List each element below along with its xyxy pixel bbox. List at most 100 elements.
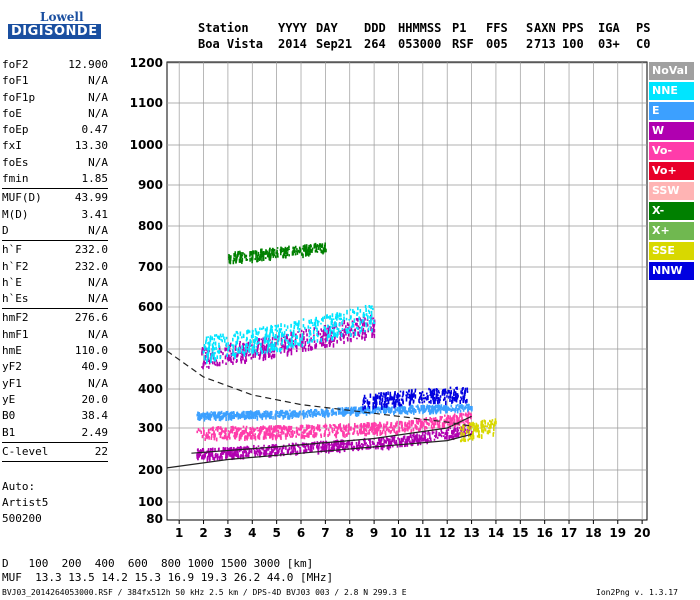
trace-point [346, 330, 348, 334]
trace-point [378, 425, 381, 429]
trace-point [343, 340, 345, 345]
trace-point [331, 330, 333, 334]
trace-point [361, 323, 364, 327]
trace-point [447, 420, 450, 423]
trace-point [378, 406, 380, 411]
trace-point [218, 342, 220, 345]
trace-point [237, 250, 240, 256]
trace-point [230, 358, 232, 362]
trace-point [258, 355, 261, 359]
trace-point [472, 423, 474, 428]
trace-point [239, 256, 242, 259]
trace-point [432, 392, 435, 397]
trace-point [207, 341, 210, 345]
trace-point [458, 406, 460, 411]
trace-point [217, 426, 219, 430]
trace-point [317, 330, 320, 335]
trace-point [395, 422, 397, 427]
trace-point [383, 403, 385, 406]
header-label-3: DDD [364, 21, 386, 35]
trace-point [208, 365, 210, 369]
trace-point [285, 247, 288, 252]
trace-point [290, 430, 292, 434]
trace-point [352, 323, 355, 328]
trace-point [318, 320, 320, 323]
param-name: foF1p [2, 90, 36, 104]
trace-point [408, 394, 411, 399]
trace-point [434, 398, 436, 401]
trace-point [308, 335, 311, 338]
trace-point [345, 428, 347, 432]
trace-point [261, 426, 264, 430]
trace-point [461, 428, 463, 432]
trace-point [414, 388, 417, 391]
trace-point [276, 411, 279, 414]
trace-point [213, 456, 216, 461]
param-divider [2, 188, 108, 190]
trace-point [269, 329, 272, 333]
trace-point [411, 438, 414, 443]
trace-point [305, 411, 308, 415]
x-tick-label: 15 [512, 526, 529, 540]
trace-point [399, 394, 401, 397]
trace-point [358, 428, 361, 433]
trace-point [232, 357, 235, 361]
trace-point [491, 419, 494, 422]
trace-point [396, 431, 399, 436]
header-value-10: 03+ [598, 37, 620, 51]
trace-point [421, 422, 423, 426]
trace-point [327, 433, 329, 438]
trace-point [372, 425, 374, 430]
trace-point [365, 442, 367, 445]
trace-point [211, 345, 214, 350]
trace-point [320, 244, 323, 247]
trace-point [327, 327, 330, 332]
trace-point [421, 431, 424, 436]
trace-point [394, 390, 396, 396]
trace-point [493, 428, 495, 432]
trace-point [402, 429, 405, 432]
trace-point [373, 422, 376, 427]
trace-point [237, 412, 239, 418]
trace-point [440, 405, 442, 409]
trace-point [265, 414, 268, 417]
param-value: 12.900 [68, 58, 108, 71]
trace-point [320, 318, 323, 321]
trace-point [374, 407, 377, 412]
trace-point [443, 388, 445, 393]
trace-point [230, 426, 233, 428]
trace-point [237, 336, 240, 340]
trace-point [263, 350, 266, 354]
trace-point [219, 453, 222, 457]
trace-point [271, 328, 273, 334]
trace-point [196, 455, 198, 459]
trace-point [247, 410, 250, 414]
trace-point [301, 336, 303, 341]
trace-point [220, 338, 222, 341]
trace-point [273, 353, 275, 359]
param-name: h`F [2, 243, 22, 257]
trace-point [240, 427, 242, 430]
trace-point [431, 408, 434, 413]
trace-point [355, 406, 357, 409]
trace-point [316, 412, 319, 415]
trace-point [358, 444, 361, 449]
trace-point [235, 259, 237, 263]
trace-point [347, 431, 350, 435]
trace-point [351, 409, 353, 412]
trace-point [464, 438, 466, 443]
trace-point [242, 413, 245, 417]
legend-item-w: W [649, 122, 694, 140]
trace-point [448, 408, 451, 411]
trace-point [459, 426, 462, 430]
trace-point [341, 329, 344, 332]
trace-point [203, 429, 205, 432]
trace-point [380, 432, 383, 436]
param-row: hmF1 N/A [2, 327, 108, 343]
trace-point [401, 410, 404, 413]
trace-point [424, 426, 426, 431]
trace-point [302, 318, 305, 321]
trace-point [346, 309, 348, 315]
trace-point [361, 331, 364, 336]
header-label-0: Station [198, 21, 249, 35]
